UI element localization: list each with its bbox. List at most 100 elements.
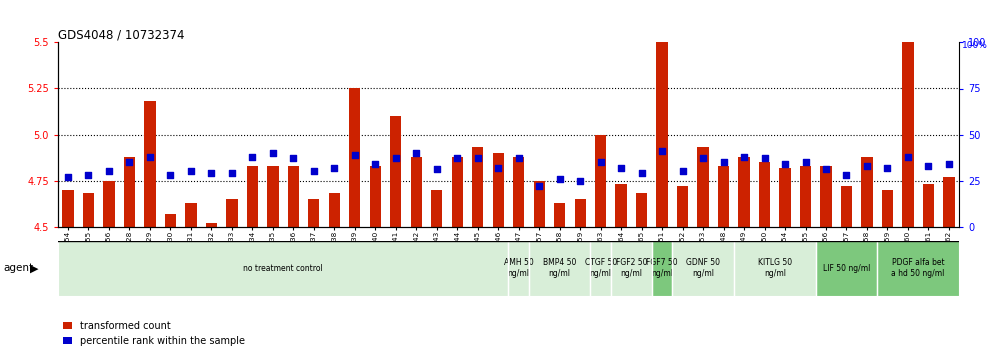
Point — [203, 170, 219, 176]
Text: PDGF alfa bet
a hd 50 ng/ml: PDGF alfa bet a hd 50 ng/ml — [891, 258, 945, 278]
Point — [183, 169, 199, 174]
Point — [614, 165, 629, 171]
Text: KITLG 50
ng/ml: KITLG 50 ng/ml — [758, 258, 792, 278]
Text: FGF2 50
ng/ml: FGF2 50 ng/ml — [616, 258, 647, 278]
Bar — [800, 166, 811, 227]
Text: CTGF 50
ng/ml: CTGF 50 ng/ml — [585, 258, 617, 278]
Bar — [83, 193, 95, 227]
Bar — [431, 190, 442, 227]
Point — [142, 154, 158, 159]
Bar — [58, 241, 509, 296]
Bar — [226, 199, 237, 227]
Point — [162, 172, 178, 178]
Bar — [513, 156, 524, 227]
Point — [224, 170, 240, 176]
Bar — [656, 15, 667, 227]
Point — [941, 161, 957, 167]
Legend: transformed count, percentile rank within the sample: transformed count, percentile rank withi… — [63, 321, 245, 346]
Bar — [677, 186, 688, 227]
Point — [900, 154, 916, 159]
Bar — [697, 147, 709, 227]
Bar — [308, 199, 320, 227]
Bar — [759, 162, 770, 227]
Bar — [529, 241, 591, 296]
Bar — [734, 241, 816, 296]
Bar — [862, 156, 872, 227]
Bar — [922, 184, 934, 227]
Point — [286, 156, 302, 161]
Bar — [718, 166, 729, 227]
Point — [633, 170, 649, 176]
Bar — [493, 153, 504, 227]
Bar — [288, 166, 299, 227]
Bar — [144, 101, 155, 227]
Bar — [104, 181, 115, 227]
Bar — [841, 186, 853, 227]
Point — [60, 174, 76, 180]
Bar — [738, 156, 750, 227]
Bar — [472, 147, 483, 227]
Bar — [943, 177, 954, 227]
Point — [531, 183, 547, 189]
Bar — [164, 214, 176, 227]
Point — [101, 169, 117, 174]
Text: no treatment control: no treatment control — [243, 264, 323, 273]
Bar — [616, 184, 626, 227]
Bar — [595, 135, 607, 227]
Point — [593, 159, 609, 165]
Bar — [124, 156, 135, 227]
Point — [265, 150, 281, 156]
Point — [306, 169, 322, 174]
Point — [839, 172, 855, 178]
Point — [736, 154, 752, 159]
Point — [859, 163, 874, 169]
Bar — [350, 88, 361, 227]
Text: LIF 50 ng/ml: LIF 50 ng/ml — [823, 264, 871, 273]
Text: 100%: 100% — [962, 41, 988, 50]
Point — [327, 165, 343, 171]
Bar — [451, 156, 463, 227]
Point — [715, 159, 731, 165]
Bar — [881, 190, 893, 227]
Bar — [410, 156, 422, 227]
Point — [511, 156, 527, 161]
Bar — [672, 241, 734, 296]
Point — [695, 156, 711, 161]
Bar — [816, 241, 877, 296]
Text: GDNF 50
ng/ml: GDNF 50 ng/ml — [686, 258, 720, 278]
Bar — [780, 168, 791, 227]
Point — [368, 161, 383, 167]
Text: GDS4048 / 10732374: GDS4048 / 10732374 — [58, 28, 184, 41]
Text: FGF7 50
ng/ml: FGF7 50 ng/ml — [646, 258, 678, 278]
Bar — [591, 241, 611, 296]
Point — [449, 156, 465, 161]
Bar — [902, 2, 913, 227]
Point — [879, 165, 895, 171]
Point — [490, 165, 506, 171]
Bar — [390, 116, 401, 227]
Bar — [821, 166, 832, 227]
Point — [122, 159, 137, 165]
Point — [674, 169, 690, 174]
Bar — [554, 202, 566, 227]
Bar — [267, 166, 279, 227]
Point — [654, 148, 670, 154]
Point — [470, 156, 486, 161]
Point — [818, 167, 834, 172]
Bar — [329, 193, 340, 227]
Point — [920, 163, 936, 169]
Point — [798, 159, 814, 165]
Bar — [877, 241, 959, 296]
Bar — [63, 190, 74, 227]
Bar — [575, 199, 586, 227]
Text: agent: agent — [3, 263, 33, 273]
Point — [244, 154, 260, 159]
Bar — [247, 166, 258, 227]
Bar — [509, 241, 529, 296]
Point — [552, 176, 568, 182]
Text: AMH 50
ng/ml: AMH 50 ng/ml — [504, 258, 534, 278]
Point — [387, 156, 403, 161]
Point — [81, 172, 97, 178]
Bar — [611, 241, 651, 296]
Point — [347, 152, 363, 158]
